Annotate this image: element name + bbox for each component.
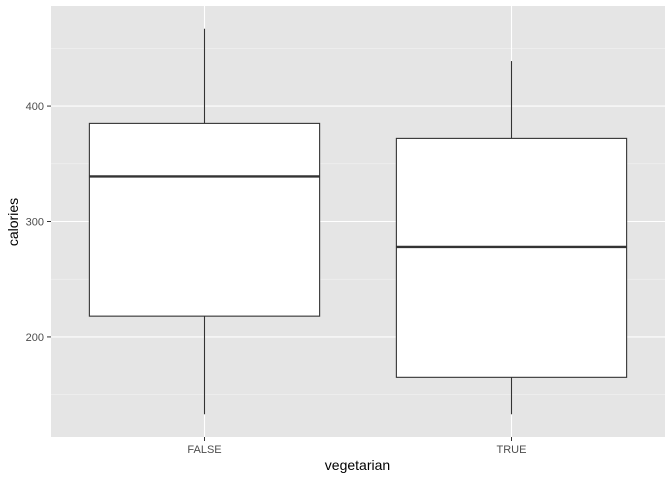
y-tick-label: 400 bbox=[26, 101, 44, 113]
boxes bbox=[88, 28, 628, 415]
box-true bbox=[395, 61, 628, 415]
box-body bbox=[88, 122, 321, 317]
y-tick-label: 300 bbox=[26, 217, 44, 229]
x-tick-label: FALSE bbox=[187, 444, 221, 456]
y-tick-label: 200 bbox=[26, 332, 44, 344]
box-body bbox=[395, 137, 628, 378]
box-false bbox=[88, 28, 321, 415]
x-axis-title: vegetarian bbox=[325, 457, 390, 473]
y-axis: 200 300 400 bbox=[26, 101, 51, 344]
y-axis-title: calories bbox=[5, 198, 21, 246]
x-axis: FALSE TRUE bbox=[187, 437, 526, 456]
x-tick-label: TRUE bbox=[497, 444, 527, 456]
